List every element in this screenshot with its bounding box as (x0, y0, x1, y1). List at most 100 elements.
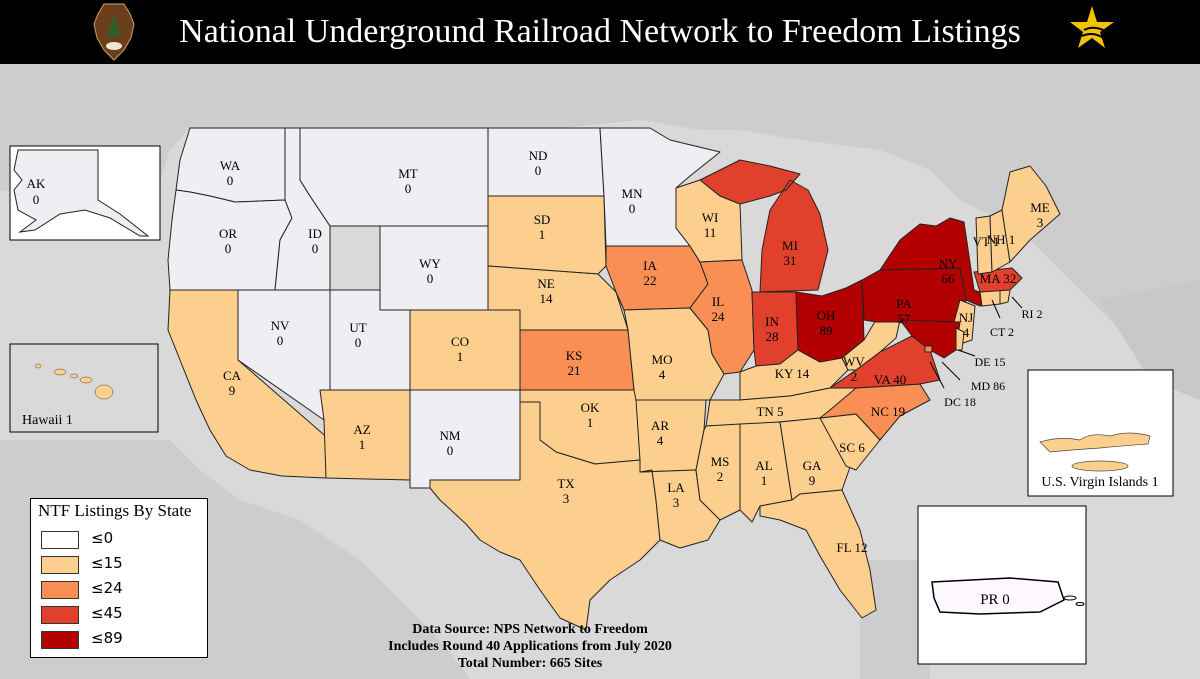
network-to-freedom-star-logo (1070, 6, 1114, 48)
state-label-ga: GA (803, 458, 822, 473)
state-count-mt: 0 (405, 181, 412, 196)
state-label-vt: VT 1 (973, 234, 1000, 249)
state-label-ut: UT (349, 320, 366, 335)
state-label-sc: SC 6 (839, 440, 865, 455)
state-count-ms: 2 (717, 469, 724, 484)
alaska-shape (13, 149, 150, 237)
state-label-ms: MS (711, 454, 730, 469)
state-ny (879, 217, 1001, 307)
state-count-me: 3 (1037, 215, 1044, 230)
state-label-in: IN (765, 314, 779, 329)
callout-lines (929, 296, 1023, 389)
state-label-ne: NE (537, 276, 554, 291)
state-label-ca: CA (223, 368, 242, 383)
state-count-il: 24 (712, 309, 726, 324)
state-label-mt: MT (398, 166, 418, 181)
state-tx (429, 401, 661, 631)
alaska-inset: AK 0 (9, 145, 161, 241)
state-label-mi: MI (782, 238, 798, 253)
state-label-me: ME (1030, 200, 1050, 215)
puerto-rico-inset: PR 0 (917, 505, 1087, 665)
state-label-ks: KS (566, 348, 583, 363)
state-label-nc: NC 19 (871, 404, 905, 419)
state-label-nv: NV (271, 318, 290, 333)
state-label-tx: TX (557, 476, 575, 491)
state-sd (487, 195, 607, 275)
nps-arrowhead-logo (93, 3, 135, 61)
puerto-rico-label: PR 0 (980, 592, 1010, 608)
legend-label: ≤45 (91, 604, 123, 622)
source-line-3: Total Number: 665 Sites (457, 656, 603, 671)
state-count-or: 0 (225, 241, 232, 256)
state-count-ok: 1 (587, 415, 594, 430)
state-label-wv: WV (843, 354, 865, 369)
legend-label: ≤15 (91, 554, 123, 572)
source-line-2: Includes Round 40 Applications from July… (388, 639, 672, 654)
state-count-pa: 57 (898, 311, 912, 326)
state-count-nv: 0 (277, 333, 284, 348)
state-label-wi: WI (702, 210, 719, 225)
state-label-mo: MO (652, 352, 673, 367)
source-line-1: Data Source: NPS Network to Freedom (412, 622, 648, 637)
state-count-id: 0 (312, 241, 319, 256)
state-count-ne: 14 (540, 291, 554, 306)
state-label-ar: AR (651, 418, 669, 433)
state-label-wy: WY (419, 256, 441, 271)
state-count-co: 1 (457, 349, 464, 364)
state-ar (635, 399, 707, 473)
state-label-ia: IA (643, 258, 657, 273)
state-count-ut: 0 (355, 335, 362, 350)
state-count-mo: 4 (659, 367, 666, 382)
state-ma (973, 267, 1023, 293)
state-label-sd: SD (534, 212, 551, 227)
state-label-mn: MN (622, 186, 644, 201)
state-count-ca: 9 (229, 383, 236, 398)
legend-label: ≤89 (91, 629, 123, 647)
state-label-ok: OK (581, 400, 600, 415)
state-label-co: CO (451, 334, 469, 349)
alaska-count: 0 (33, 192, 40, 207)
callout-label-ct: CT 2 (990, 325, 1014, 339)
state-label-tn: TN 5 (756, 404, 783, 419)
page-title: National Underground Railroad Network to… (179, 13, 1021, 50)
callout-label-md: MD 86 (971, 379, 1005, 393)
virgin-islands-inset: U.S. Virgin Islands 1 (1027, 369, 1174, 497)
state-label-al: AL (755, 458, 772, 473)
state-count-wy: 0 (427, 271, 434, 286)
state-count-ia: 22 (644, 273, 657, 288)
state-count-wa: 0 (227, 173, 234, 188)
state-ct (979, 289, 1001, 307)
state-count-in: 28 (766, 329, 779, 344)
state-de (955, 327, 965, 351)
state-label-va: VA 40 (874, 372, 907, 387)
state-label-la: LA (667, 480, 685, 495)
state-count-al: 1 (761, 473, 768, 488)
state-md (899, 319, 961, 359)
state-count-az: 1 (359, 437, 366, 452)
state-count-ny: 66 (942, 271, 956, 286)
title-bar: National Underground Railroad Network to… (0, 0, 1200, 64)
state-count-mi: 31 (784, 253, 797, 268)
alaska-label: AK (27, 176, 46, 191)
callout-label-de: DE 15 (975, 355, 1006, 369)
state-count-ar: 4 (657, 433, 664, 448)
state-label-nd: ND (529, 148, 548, 163)
state-count-nj: 4 (963, 325, 970, 340)
state-fl (759, 489, 877, 619)
state-count-oh: 89 (820, 323, 833, 338)
legend-swatch-3 (41, 606, 79, 624)
state-label-nm: NM (440, 428, 461, 443)
state-label-pa: PA (896, 296, 912, 311)
state-count-wi: 11 (704, 225, 717, 240)
callout-label-ri: RI 2 (1022, 307, 1043, 321)
state-label-or: OR (219, 226, 237, 241)
state-label-fl: FL 12 (837, 540, 868, 555)
state-label-il: IL (712, 294, 724, 309)
state-count-mn: 0 (629, 201, 636, 216)
state-co (409, 309, 521, 391)
state-label-az: AZ (353, 422, 370, 437)
legend-label: ≤24 (91, 579, 123, 597)
hawaii-inset: Hawaii 1 (9, 343, 159, 433)
data-source-note: Data Source: NPS Network to Freedom Incl… (360, 621, 700, 672)
